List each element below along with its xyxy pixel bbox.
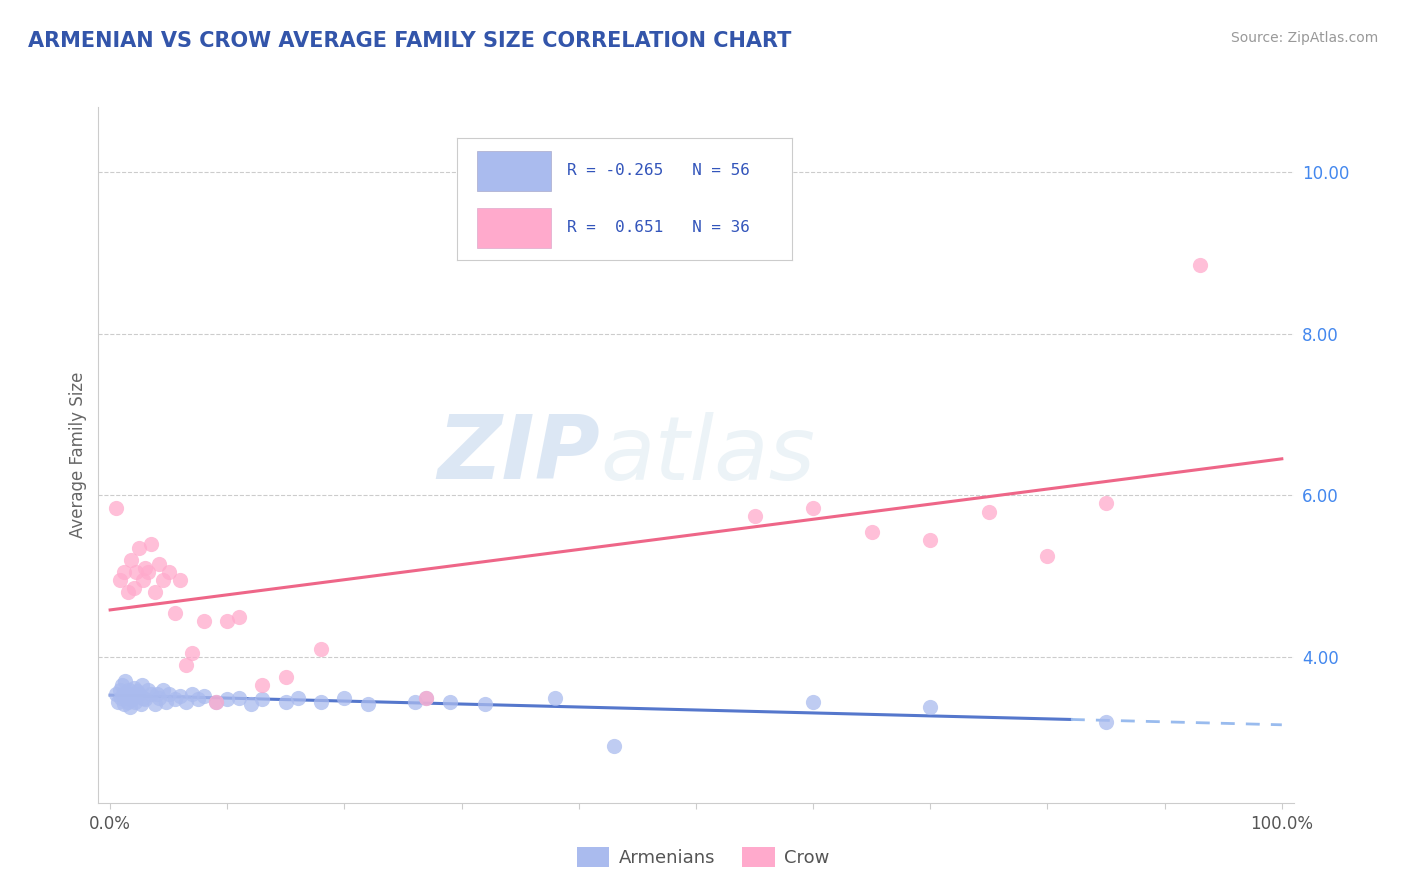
Point: [129, 697, 152, 711]
Point: [1095, 714, 1118, 729]
Point: [217, 614, 239, 628]
Text: ARMENIAN VS CROW AVERAGE FAMILY SIZE CORRELATION CHART: ARMENIAN VS CROW AVERAGE FAMILY SIZE COR…: [28, 31, 792, 51]
Point: [287, 690, 309, 705]
Point: [187, 692, 209, 706]
Point: [107, 695, 129, 709]
Point: [603, 739, 626, 754]
Point: [252, 678, 274, 692]
Point: [357, 697, 380, 711]
Point: [148, 690, 170, 705]
Point: [136, 682, 159, 697]
Point: [128, 541, 150, 555]
Point: [474, 697, 496, 711]
Point: [309, 642, 332, 657]
Point: [152, 574, 174, 588]
Point: [117, 585, 139, 599]
Point: [415, 690, 437, 705]
Point: [131, 678, 153, 692]
Point: [111, 678, 134, 692]
Point: [141, 537, 163, 551]
Point: [125, 566, 148, 580]
Point: [136, 566, 159, 580]
Point: [122, 681, 145, 695]
Point: [120, 687, 142, 701]
Point: [174, 658, 197, 673]
Point: [141, 687, 163, 701]
Point: [112, 566, 135, 580]
Point: [169, 689, 191, 703]
Point: [114, 674, 136, 689]
Point: [112, 697, 135, 711]
Y-axis label: Average Family Size: Average Family Size: [69, 372, 87, 538]
Point: [239, 697, 262, 711]
Point: [105, 500, 128, 515]
Point: [801, 500, 824, 515]
Point: [132, 574, 155, 588]
Point: [148, 557, 170, 571]
Point: [228, 609, 250, 624]
Point: [120, 700, 142, 714]
Point: [155, 695, 177, 709]
Point: [115, 690, 138, 705]
Legend: Armenians, Crow: Armenians, Crow: [569, 839, 837, 874]
Point: [920, 700, 942, 714]
Point: [122, 582, 145, 596]
Point: [544, 690, 567, 705]
Point: [121, 692, 143, 706]
Point: [128, 687, 150, 701]
Point: [1036, 549, 1059, 563]
Point: [163, 606, 186, 620]
Point: [125, 689, 148, 703]
Point: [143, 697, 166, 711]
Point: [108, 682, 131, 697]
Point: [415, 690, 437, 705]
Point: [274, 670, 297, 684]
Point: [439, 695, 461, 709]
Point: [333, 690, 356, 705]
Point: [127, 684, 149, 698]
Point: [404, 695, 426, 709]
Text: atlas: atlas: [600, 412, 815, 498]
Point: [1188, 258, 1211, 272]
Point: [120, 553, 142, 567]
Point: [134, 561, 156, 575]
Text: ZIP: ZIP: [437, 411, 600, 499]
Point: [217, 692, 239, 706]
Point: [163, 692, 186, 706]
Point: [744, 508, 766, 523]
Point: [274, 695, 297, 709]
Point: [143, 585, 166, 599]
Point: [193, 689, 215, 703]
Point: [108, 574, 131, 588]
Point: [204, 695, 226, 709]
Point: [309, 695, 332, 709]
Point: [124, 695, 146, 709]
Point: [1095, 496, 1118, 510]
Point: [152, 682, 174, 697]
Point: [252, 692, 274, 706]
Point: [146, 687, 169, 701]
Point: [181, 646, 204, 660]
Point: [112, 687, 135, 701]
Point: [117, 695, 139, 709]
Point: [174, 695, 197, 709]
Point: [801, 695, 824, 709]
Point: [132, 690, 155, 705]
Point: [157, 566, 180, 580]
Point: [977, 504, 1000, 518]
Point: [193, 614, 215, 628]
Point: [134, 692, 156, 706]
Point: [105, 687, 128, 701]
Text: Source: ZipAtlas.com: Source: ZipAtlas.com: [1230, 31, 1378, 45]
Point: [110, 690, 132, 705]
Point: [860, 524, 883, 539]
Point: [181, 687, 204, 701]
Point: [157, 687, 180, 701]
Point: [228, 690, 250, 705]
Point: [920, 533, 942, 547]
Point: [204, 695, 226, 709]
Point: [118, 682, 141, 697]
Point: [169, 574, 191, 588]
